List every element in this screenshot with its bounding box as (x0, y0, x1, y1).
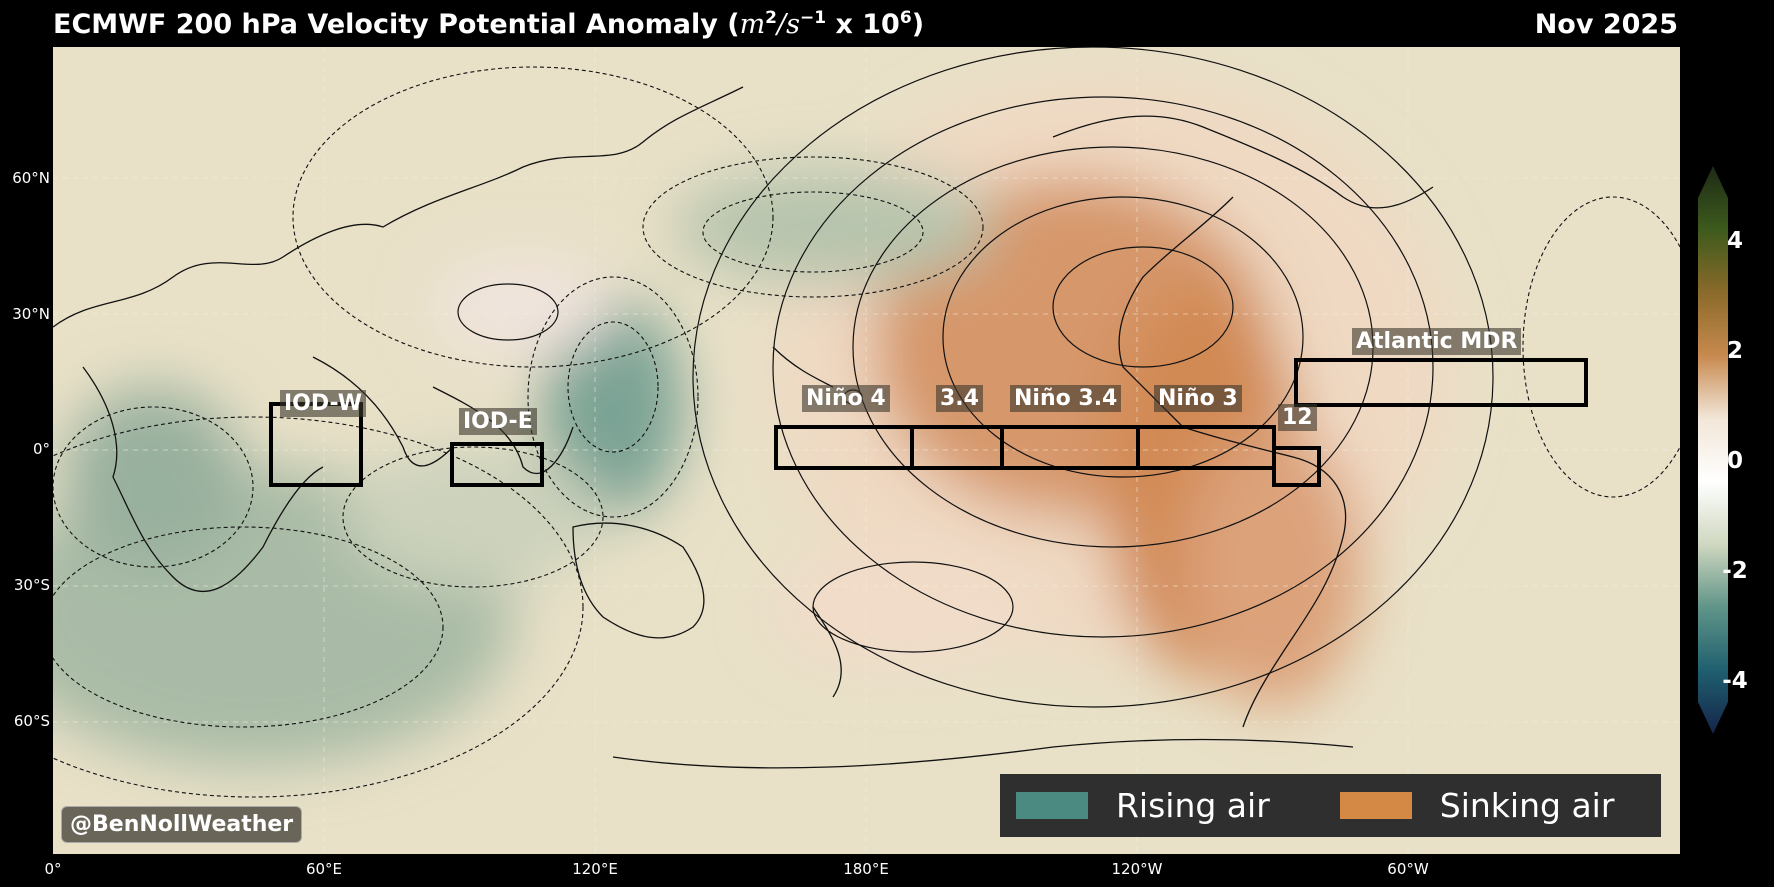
map-title: ECMWF 200 hPa Velocity Potential Anomaly… (53, 8, 925, 40)
iod-w-label: IOD-W (280, 390, 366, 417)
lon-label-120e: 120°E (572, 860, 618, 878)
lat-label-30n: 30°N (12, 305, 50, 323)
colorbar-tick-0: 0 (1726, 448, 1744, 474)
colorbar-tick-neg4: -4 (1722, 668, 1748, 694)
nino-3-4-label: Niño 3.4 (1010, 385, 1122, 412)
lon-label-120w: 120°W (1111, 860, 1163, 878)
iod-e-box (450, 442, 544, 487)
period-label: Nov 2025 (1534, 9, 1678, 40)
atlantic-mdr-box (1294, 358, 1588, 407)
map-canvas (53, 47, 1680, 854)
lon-label-60e: 60°E (305, 860, 343, 878)
lat-label-60s: 60°S (13, 712, 50, 730)
colorbar (1698, 166, 1728, 734)
lon-label-60w: 60°W (1387, 860, 1429, 878)
sinking-swatch (1339, 792, 1412, 819)
nino-12-box (1272, 446, 1321, 487)
colorbar-tick-2: 2 (1726, 338, 1744, 364)
anomaly-field (53, 77, 1453, 767)
legend-box: Rising air Sinking air (1000, 774, 1661, 837)
colorbar-tick-4: 4 (1726, 228, 1744, 254)
lat-label-30s: 30°S (13, 576, 50, 594)
lon-label-180e: 180°E (843, 860, 889, 878)
lon-label-0: 0° (44, 860, 62, 878)
nino-12-label: 12 (1278, 404, 1317, 431)
colorbar-tick-neg2: -2 (1722, 558, 1748, 584)
rising-label: Rising air (1116, 786, 1270, 825)
nino-3-label: Niño 3 (1154, 385, 1242, 412)
coastlines (53, 86, 1434, 769)
credit-badge: @BenNollWeather (61, 806, 303, 843)
sinking-label: Sinking air (1439, 786, 1615, 825)
negative-contours (53, 66, 1680, 798)
lat-label-60n: 60°N (12, 169, 50, 187)
iod-e-label: IOD-E (459, 408, 537, 435)
map-panel[interactable]: IOD-W IOD-E Niño 4 3.4 Niño 3.4 Niño 3 1… (53, 47, 1680, 854)
rising-swatch (1016, 792, 1088, 819)
atlantic-mdr-label: Atlantic MDR (1352, 328, 1522, 355)
nino-3-4-west-label: 3.4 (936, 385, 983, 412)
lat-label-eq: 0° (32, 440, 50, 458)
colorbar-fill (1698, 166, 1728, 734)
nino-4-label: Niño 4 (802, 385, 890, 412)
